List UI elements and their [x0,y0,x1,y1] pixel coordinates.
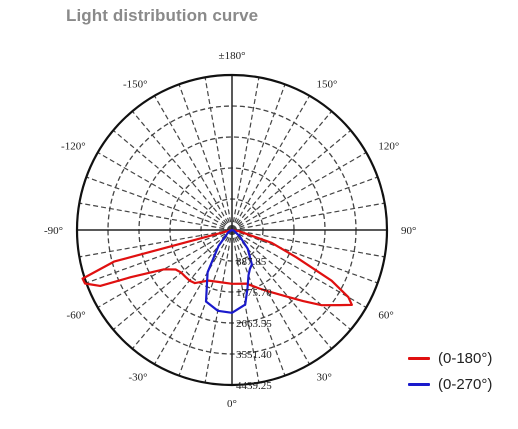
label-layer: 887.85 1775.70 2663.55 3551.40 4439.25 ±180° 1… [44,50,416,410]
outer-circle [75,73,389,387]
angle-label-180: ±180° [219,50,246,62]
grid-spoke-230 [112,129,233,231]
angle-label-120: 120° [378,141,399,153]
legend-swatch-red [408,356,430,360]
angle-label-neg150: -150° [123,79,148,91]
legend-item-0-180: (0-180°) [408,345,492,371]
grid-spoke-120 [231,151,367,231]
angle-label-30: 30° [317,371,332,383]
series-line-0 [81,228,353,307]
grid-spoke-220 [131,110,233,231]
grid-spoke-20 [231,229,286,376]
radial-label-2: 1775.70 [236,287,272,299]
grid-spoke-130 [231,129,352,231]
page-title: Light distribution curve [66,6,259,25]
radial-label-4: 3551.40 [236,349,272,361]
grid-spoke-200 [178,84,233,231]
grid-spoke-210 [153,95,233,231]
grid-spoke-50 [231,229,352,331]
grid-spoke-60 [231,229,367,309]
grid-spoke-290 [86,229,233,284]
angle-label-150: 150° [317,79,338,91]
grid-spoke-110 [231,176,378,231]
radial-label-5: 4439.25 [236,380,272,392]
legend-label-0-180: (0-180°) [438,349,493,367]
grid-spoke-240 [97,151,233,231]
legend-label-0-270: (0-270°) [438,375,493,393]
angle-label-neg90: -90° [44,225,63,237]
grid-spoke-340 [178,229,233,376]
grid-spoke-310 [112,229,233,331]
angle-label-neg30: -30° [128,371,147,383]
grid-spoke-300 [97,229,233,309]
series-layer [81,228,353,314]
grid-spoke-30 [231,229,311,365]
grid-spoke-350 [204,229,233,383]
grid-spoke-330 [153,229,233,365]
angle-label-0: 0° [227,398,237,410]
angle-label-neg120: -120° [61,141,86,153]
grid-spoke-280 [79,229,233,258]
grid-spoke-190 [204,77,233,231]
grid-spoke-80 [231,229,385,258]
angle-label-neg60: -60° [67,310,86,322]
angle-label-60: 60° [378,310,393,322]
grid-spoke-70 [231,229,378,284]
grid-spoke-100 [231,202,385,231]
grid-spoke-150 [231,95,311,231]
polar-grid [75,73,389,387]
grid-spoke-260 [79,202,233,231]
grid-spoke-10 [231,229,260,383]
legend-swatch-blue [408,382,430,386]
grid-spoke-320 [131,229,233,350]
radial-label-1: 887.85 [236,256,267,268]
grid-spoke-160 [231,84,286,231]
series-line-1 [204,228,253,314]
angle-label-90: 90° [401,225,416,237]
legend: (0-180°) (0-270°) [408,345,492,397]
grid-spoke-170 [231,77,260,231]
grid-spoke-250 [86,176,233,231]
grid-spoke-140 [231,110,333,231]
legend-item-0-270: (0-270°) [408,371,492,397]
radial-label-3: 2663.55 [236,318,272,330]
